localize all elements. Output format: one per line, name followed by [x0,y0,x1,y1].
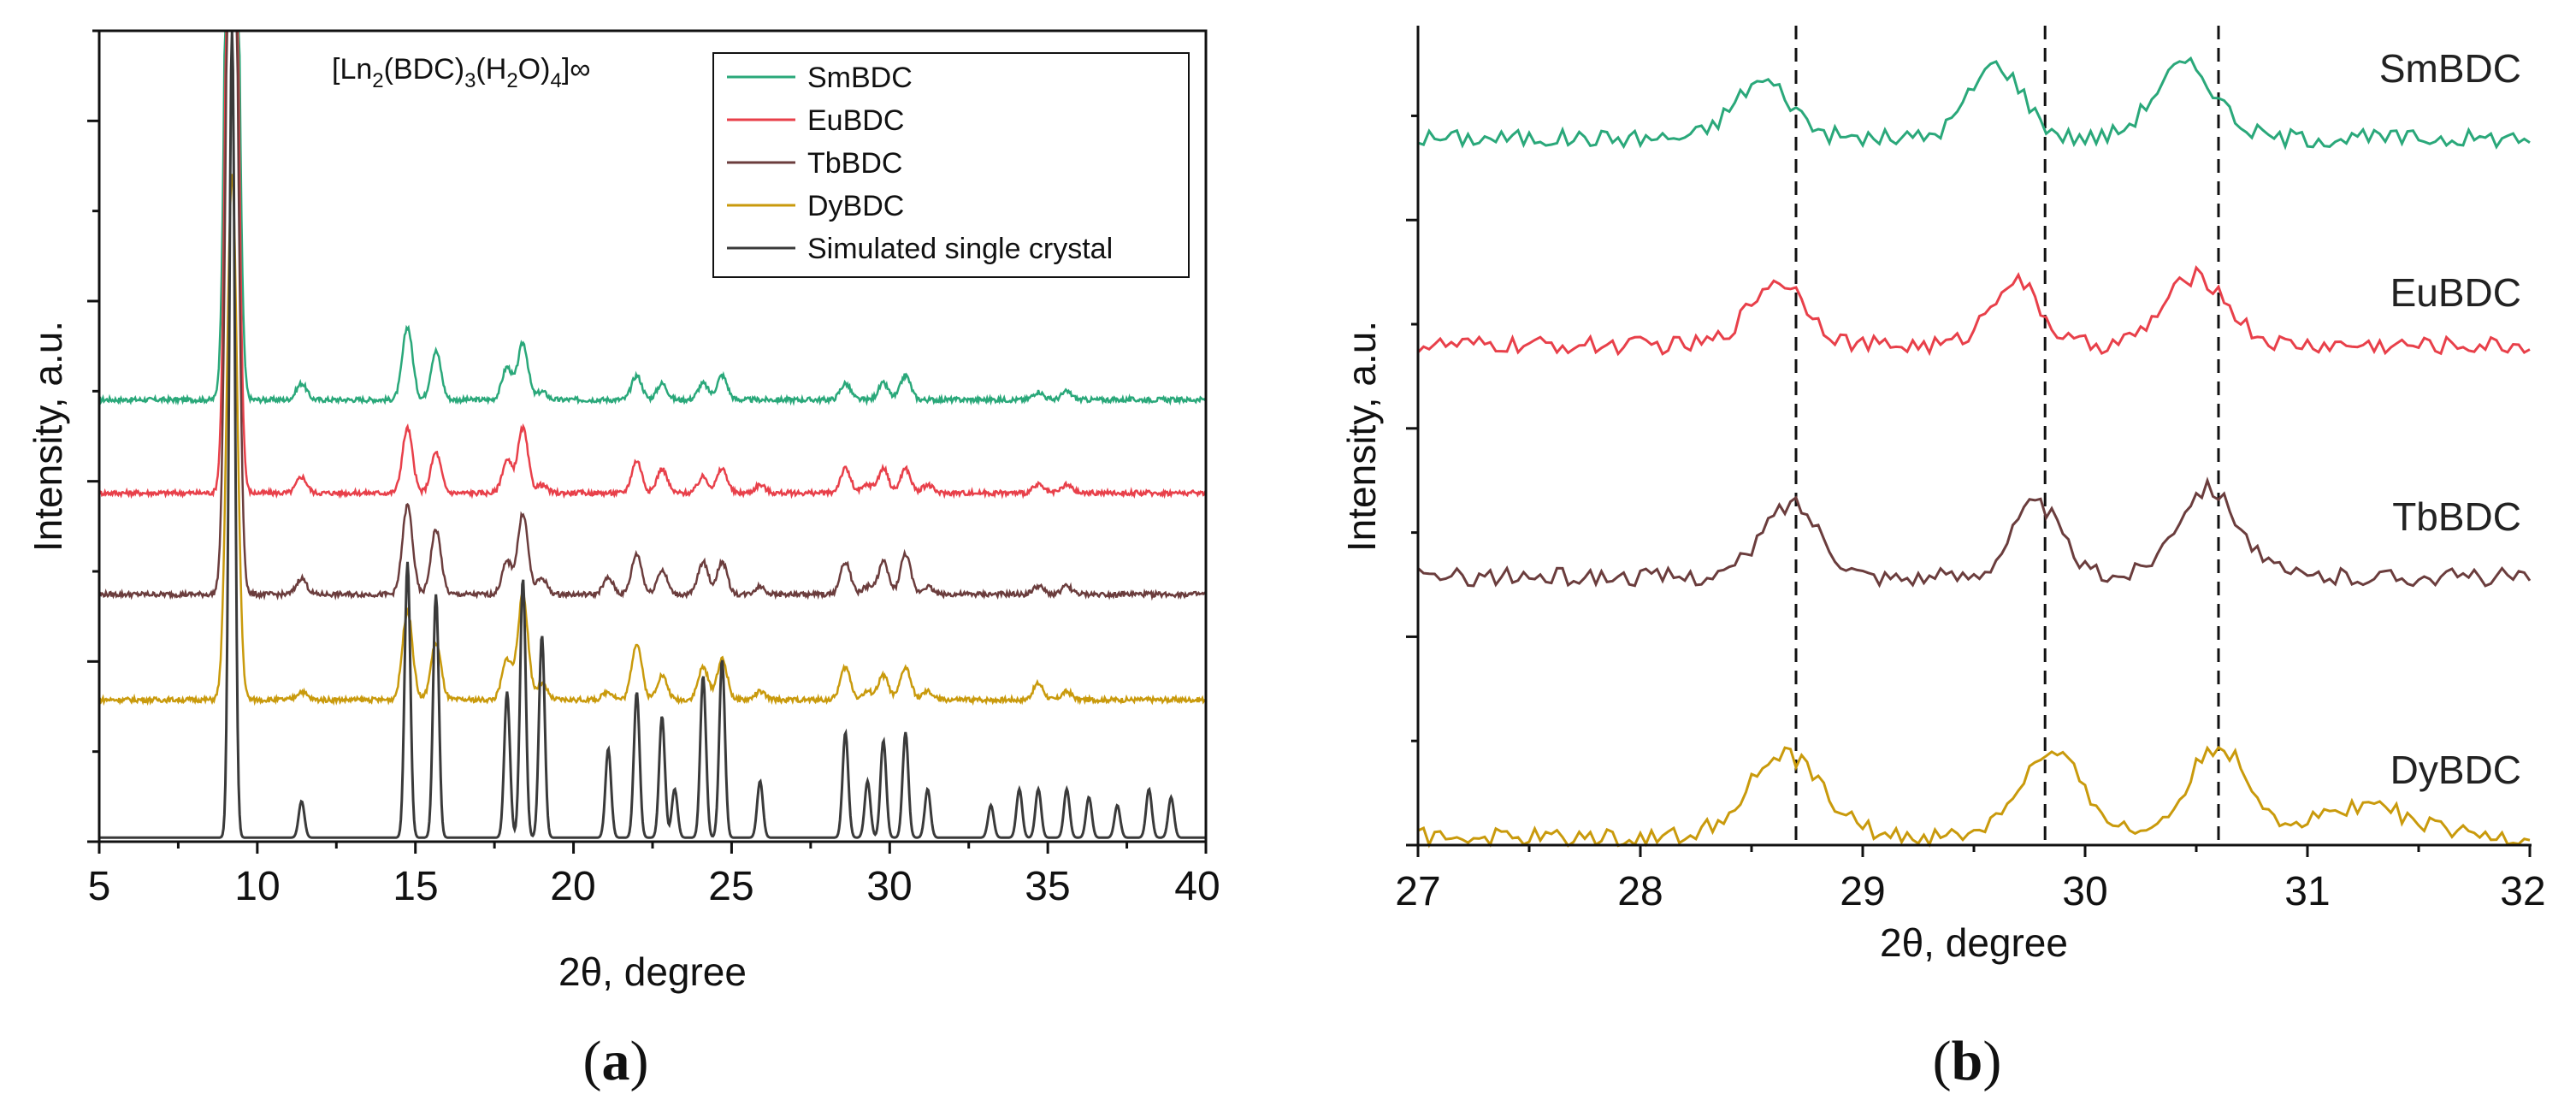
panel-b-label: (b) [1933,1030,2002,1092]
panel-a-title-subscript: 3 [464,69,476,92]
panel-b-reference-lines [1794,26,2220,845]
panel-a-title-part: (H [476,53,506,86]
panel-a-title-part: O) [518,53,551,86]
panel-b-label-eubdc: EuBDC [2390,270,2521,315]
legend-label-smbdc: SmBDC [807,62,913,94]
panel-b-x-tick-label: 27 [1395,869,1440,914]
panel-b-x-tick-label: 32 [2500,869,2545,914]
panel-a-x-tick-label: 20 [550,864,595,909]
panel-a-y-ticks [87,29,99,843]
panel-b-x-tick-label: 28 [1617,869,1663,914]
legend-label-dybdc: DyBDC [807,190,904,222]
panel-a-label-close: ) [630,1030,649,1092]
panel-a-x-tick-label: 35 [1025,864,1070,909]
legend-label-eubdc: EuBDC [807,104,904,137]
series-line-eubdc [97,29,1207,500]
series-line-simulated-single-crystal [99,30,1206,839]
panel-b: 27 28 29 30 31 32 2θ, degree Intensity, … [1339,26,2546,1092]
panel-a-x-tick-label: 40 [1174,864,1220,909]
series-line-eubdc [1416,265,2531,357]
panel-b-label-tbbdc: TbBDC [2392,494,2521,539]
panel-b-y-axis-title: Intensity, a.u. [1339,321,1384,552]
panel-b-x-tick-label: 30 [2062,869,2107,914]
panel-a-x-ticks [97,842,1208,854]
panel-b-x-tick-label: 29 [1840,869,1885,914]
panel-a-series-lines [97,29,1207,839]
series-line-dybdc [1417,745,2531,849]
panel-a-title-part: (BDC) [384,53,464,86]
panel-a-title-subscript: 4 [550,69,561,92]
panel-a-label: (a) [583,1030,649,1092]
panel-a-title-subscript: 2 [506,69,517,92]
panel-b-label-open: ( [1933,1030,1952,1092]
legend-label-simulated: Simulated single crystal [807,233,1113,265]
series-line-dybdc [98,174,1207,707]
panel-a-x-tick-label: 5 [88,864,111,909]
panel-a-title-part: [Ln [332,53,372,86]
panel-b-y-ticks [1406,114,1418,847]
panel-b-series-lines [1416,56,2532,849]
panel-a-legend: SmBDC EuBDC TbBDC DyBDC Simulated single… [712,52,1190,278]
panel-a: 5 10 15 20 25 30 35 40 2θ, degree Intens… [26,29,1220,1092]
panel-a-x-axis-title: 2θ, degree [558,949,747,994]
panel-b-label-close: ) [1982,1030,2001,1092]
panel-a-x-tick-label: 10 [234,864,280,909]
series-line-smbdc [98,29,1207,406]
panel-a-x-tick-label: 25 [708,864,753,909]
panel-b-label-smbdc: SmBDC [2379,46,2521,91]
series-line-tbbdc [97,29,1207,601]
panel-a-y-axis-title: Intensity, a.u. [26,321,70,552]
panel-b-x-tick-label: 31 [2284,869,2330,914]
panel-a-x-tick-label: 30 [866,864,912,909]
legend-label-tbbdc: TbBDC [807,147,902,180]
panel-a-title-subscript: 2 [372,69,383,92]
panel-a-title-part: ]∞ [562,53,591,86]
panel-a-chart-title: [Ln2(BDC)3(H2O)4]∞ [332,53,591,92]
panel-b-label-dybdc: DyBDC [2390,748,2521,792]
panel-a-label-letter: a [602,1030,630,1092]
series-line-smbdc [1417,56,2531,151]
panel-a-x-tick-label: 15 [393,864,438,909]
panel-b-label-letter: b [1952,1030,1983,1092]
panel-b-x-axis-title: 2θ, degree [1880,920,2068,965]
panel-a-legend-box [712,52,1190,278]
panel-b-x-ticks [1416,845,2532,857]
panel-a-label-open: ( [583,1030,602,1092]
series-line-tbbdc [1417,476,2532,588]
